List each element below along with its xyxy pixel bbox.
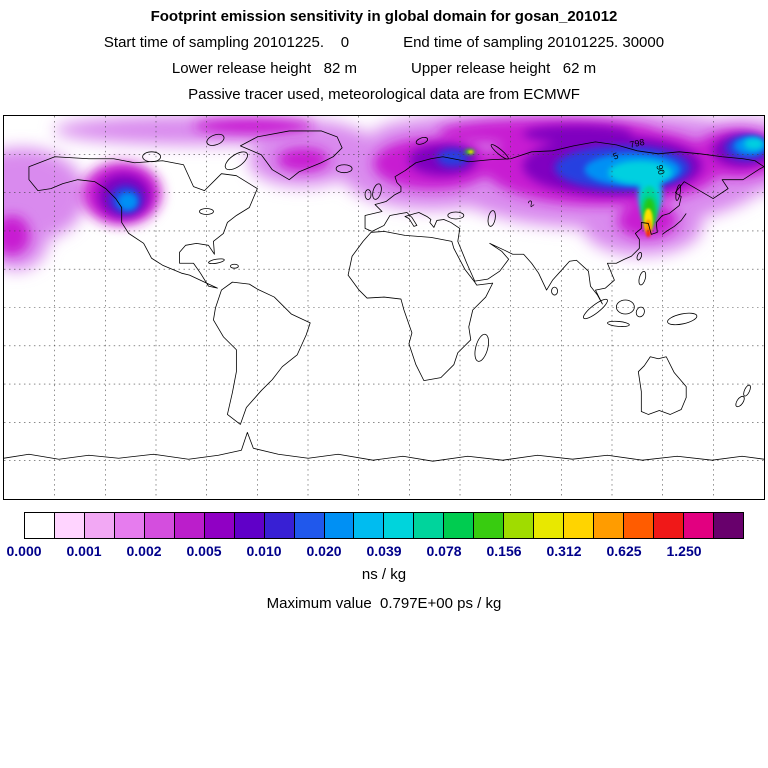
plume-layer-red [646,229,651,238]
colorbar-tick-0.002: 0.002 [126,543,162,559]
island-sakhalin [675,184,682,201]
colorbar-segment-13 [414,513,445,538]
maximum-value-label: Maximum value 0.797E+00 ps / kg [266,595,502,612]
end-time-label: End time of sampling 20101225. 30000 [403,34,665,51]
colorbar-segment-21 [654,513,684,538]
colorbar-tick-0.156: 0.156 [486,543,522,559]
island-ireland [364,189,372,200]
coast-antarctica [4,431,764,462]
colorbar-segment-4 [144,513,175,538]
colorbar-segment-0 [25,513,55,538]
island-madagascar [474,333,489,362]
contour-label: 798 [629,137,646,150]
tracer-info-label: Passive tracer used, meteorological data… [188,86,580,103]
coast-eurasia [364,141,764,305]
lake-great-lakes [199,208,214,215]
lower-release-height-label: Lower release height 82 m [171,60,357,77]
island-new-guinea [667,312,698,326]
colorbar-segment-16 [504,513,535,538]
colorbar-segment-12 [384,513,415,538]
colorbar-tick-0.020: 0.020 [306,543,342,559]
upper-release-height-label: Upper release height 62 m [411,60,597,77]
colorbar-segment-2 [84,513,115,538]
colorbar-segment-23 [713,513,743,538]
colorbar-segment-1 [54,513,85,538]
island-cuba [208,258,225,265]
colorbar: 0.000 0.001 0.002 0.005 0.010 0.020 0.039 0.078… [6,512,744,561]
page-title: Footprint emission sensitivity in global… [150,8,618,25]
colorbar-tick-0.625: 0.625 [606,543,642,559]
island-java [607,320,630,327]
contour-labels: 5 798 90 2 [526,137,667,209]
coast-africa [347,230,494,382]
colorbar-tick-0.312: 0.312 [546,543,582,559]
island-sulawesi [635,306,645,318]
contour-label: 90 [654,164,666,176]
island-taiwan [636,252,643,261]
colorbar-segment-18 [564,513,595,538]
colorbar-segment-19 [594,513,625,538]
colorbar-tick-0.005: 0.005 [186,543,222,559]
graticule-grid [4,116,764,499]
colorbar-segment-11 [354,513,385,538]
map-canvas: 5 798 90 2 [4,116,764,499]
colorbar-segment-15 [474,513,505,538]
coast-greenland [239,130,343,181]
colorbar-tick-1.250: 1.250 [666,543,702,559]
island-hispaniola [230,263,239,269]
colorbar-segment-9 [294,513,325,538]
lake-black-sea [447,211,465,220]
island-great-britain [372,183,382,200]
release-height-line: Lower release height 82 m Upper release … [0,60,768,77]
colorbar-segment-17 [534,513,565,538]
colorbar-tick-0.001: 0.001 [66,543,102,559]
colorbar-segment-7 [234,513,265,538]
island-svalbard [415,137,429,145]
coast-japan [662,213,687,235]
coast-north-america [28,156,258,289]
island-new-zealand-north [743,384,751,397]
contour-label: 2 [526,198,536,209]
colorbar-tick-0.039: 0.039 [366,543,402,559]
colorbar-segment-5 [174,513,205,538]
coast-south-america [213,281,311,425]
island-borneo [615,299,635,315]
colorbar-segment-6 [204,513,235,538]
island-philippines [638,270,647,286]
coast-australia-main [637,356,687,415]
colorbar-segments [24,512,744,539]
colorbar-tick-labels: 0.000 0.001 0.002 0.005 0.010 0.020 0.039 0.078… [6,543,744,561]
colorbar-segment-22 [683,513,714,538]
start-time-label: Start time of sampling 20101225. 0 [103,34,350,51]
lake-caspian-sea [487,210,496,227]
island-baffin [224,151,248,171]
colorbar-segment-14 [444,513,475,538]
colorbar-tick-0.078: 0.078 [426,543,462,559]
island-sumatra [583,298,608,320]
colorbar-unit-label: ns / kg [361,566,407,583]
island-new-zealand-south [735,395,745,408]
island-novaya-zemlya [490,144,509,160]
colorbar-segment-10 [324,513,355,538]
island-ellesmere [206,133,225,146]
coastlines [4,130,764,462]
colorbar-tick-0.000: 0.000 [6,543,42,559]
colorbar-tick-0.010: 0.010 [246,543,282,559]
colorbar-segment-20 [624,513,655,538]
sampling-time-line: Start time of sampling 20101225. 0 End t… [0,34,768,51]
island-sri-lanka [551,286,558,296]
island-victoria [142,151,161,163]
contour-label: 5 [612,151,620,162]
world-map: 5 798 90 2 [3,115,765,500]
colorbar-segment-3 [114,513,145,538]
colorbar-segment-8 [264,513,295,538]
island-iceland [335,164,353,174]
